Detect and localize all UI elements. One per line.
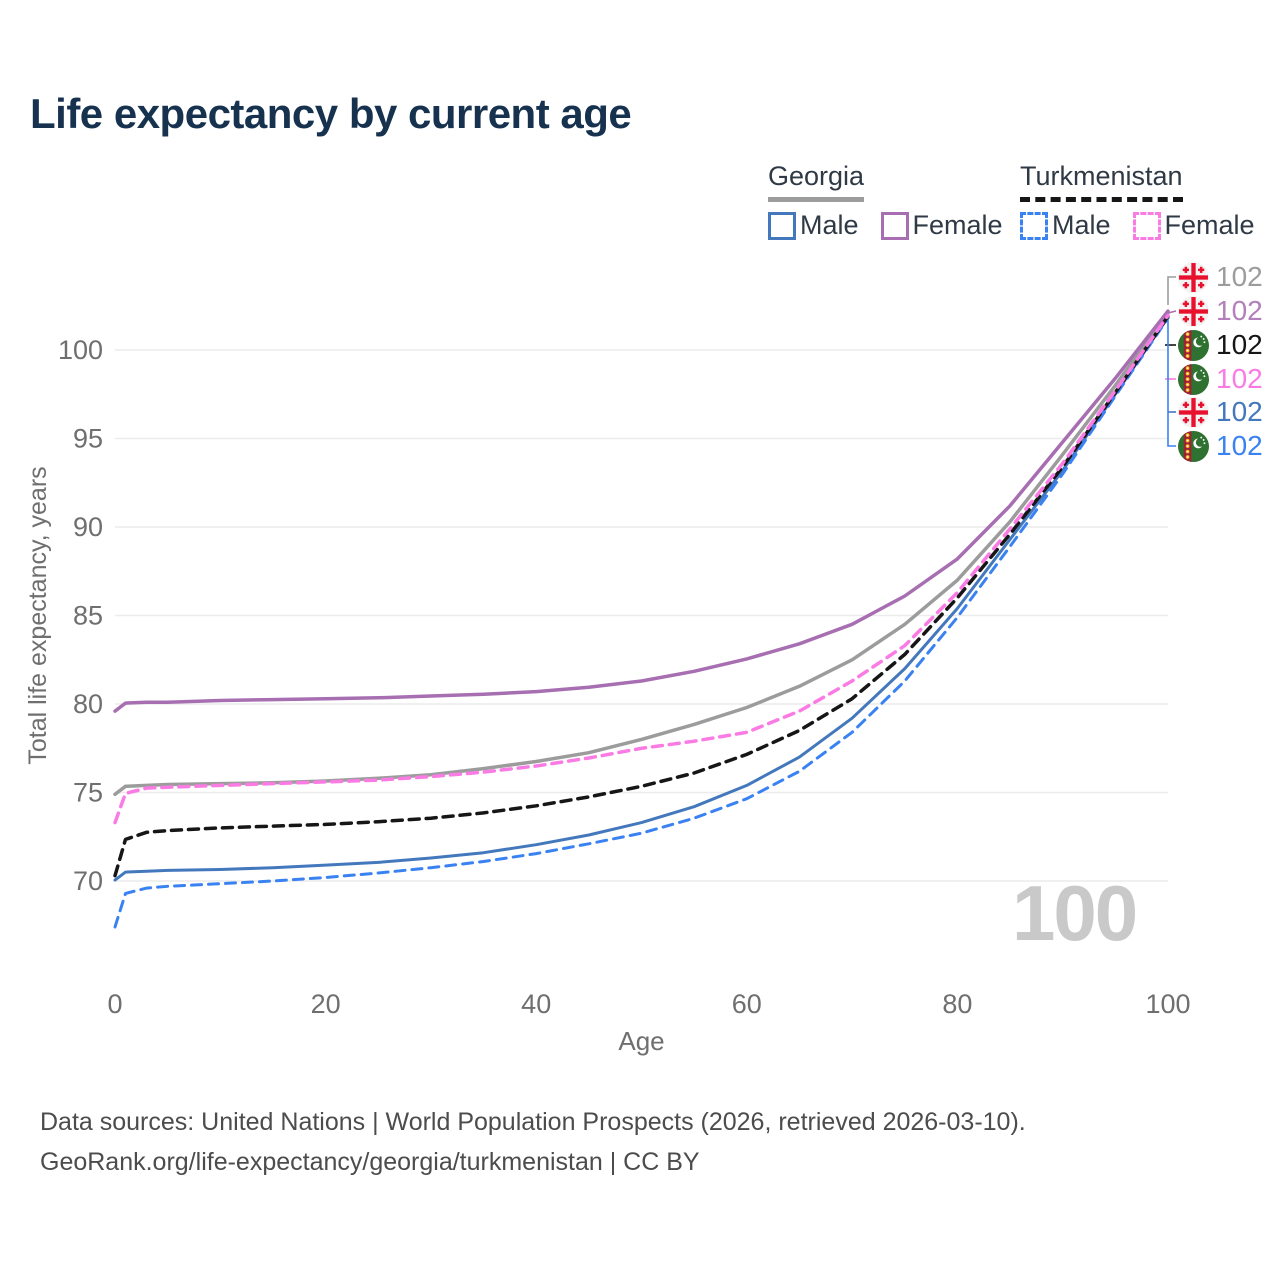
legend-label-georgia-female[interactable]: Female [912,210,1003,240]
y-tick-75: 75 [73,778,103,808]
line-georgia-male [113,315,1170,882]
end-value-text: 102 [1216,430,1263,461]
turkmenistan-flag-icon [1178,363,1209,395]
end-label-connector-1 [1167,310,1177,314]
watermark-100: 100 [1012,869,1138,957]
line-georgia-female [113,309,1170,713]
x-tick-20: 20 [311,989,341,1019]
line-georgia [113,311,1170,797]
legend-georgia-title: Georgia [768,161,865,202]
end-value-text: 102 [1216,396,1263,427]
georgia-flag-icon [1178,261,1209,293]
x-tick-100: 100 [1145,989,1190,1019]
x-tick-0: 0 [107,989,122,1019]
end-value-label-turkmenistan-female: 102 [1178,362,1263,396]
line-turkmenistan-male [113,316,1170,929]
legend-label-turkmenistan-female[interactable]: Female [1164,210,1255,240]
y-tick-70: 70 [73,866,103,896]
line-turkmenistan-female [113,313,1170,825]
end-label-connector-5 [1167,320,1176,447]
end-value-label-turkmenistan: 102 [1178,328,1263,362]
end-value-text: 102 [1216,295,1263,326]
y-axis-title: Total life expectancy, years [24,466,52,764]
legend-group-turkmenistan: Turkmenistan Male Female [1020,161,1273,241]
end-value-label-georgia-male: 102 [1178,395,1263,429]
y-tick-85: 85 [73,601,103,631]
line-turkmenistan [113,314,1170,878]
end-value-label-turkmenistan-male: 102 [1178,429,1263,463]
end-value-text: 102 [1216,363,1263,394]
georgia-flag-icon [1178,396,1209,428]
x-tick-60: 60 [732,989,762,1019]
footer-data-sources: Data sources: United Nations | World Pop… [40,1108,1026,1136]
legend-swatch-georgia-male[interactable] [768,211,796,240]
y-tick-80: 80 [73,689,103,719]
x-tick-40: 40 [521,989,551,1019]
turkmenistan-flag-icon [1178,329,1209,361]
end-value-label-georgia-female: 102 [1178,294,1263,328]
x-tick-80: 80 [942,989,972,1019]
turkmenistan-flag-icon [1178,430,1209,462]
y-tick-100: 100 [58,335,103,365]
legend-group-georgia: Georgia Male Female [768,161,1021,241]
georgia-flag-icon [1178,295,1209,327]
end-value-text: 102 [1216,261,1263,292]
y-tick-90: 90 [73,512,103,542]
x-axis-title: Age [618,1026,664,1056]
legend-turkmenistan-title: Turkmenistan [1020,161,1183,202]
page-title: Life expectancy by current age [30,90,632,137]
legend-swatch-turkmenistan-male[interactable] [1020,211,1048,240]
legend-swatch-turkmenistan-female[interactable] [1132,211,1161,240]
end-value-text: 102 [1216,329,1263,360]
end-label-connector-0 [1167,276,1176,305]
legend-label-turkmenistan-male[interactable]: Male [1052,210,1111,240]
end-value-label-georgia: 102 [1178,260,1263,294]
y-tick-95: 95 [73,424,103,454]
footer-georank-url[interactable]: GeoRank.org/life-expectancy/georgia/turk… [40,1148,700,1176]
legend-label-georgia-male[interactable]: Male [800,210,859,240]
legend-swatch-georgia-female[interactable] [880,211,909,240]
